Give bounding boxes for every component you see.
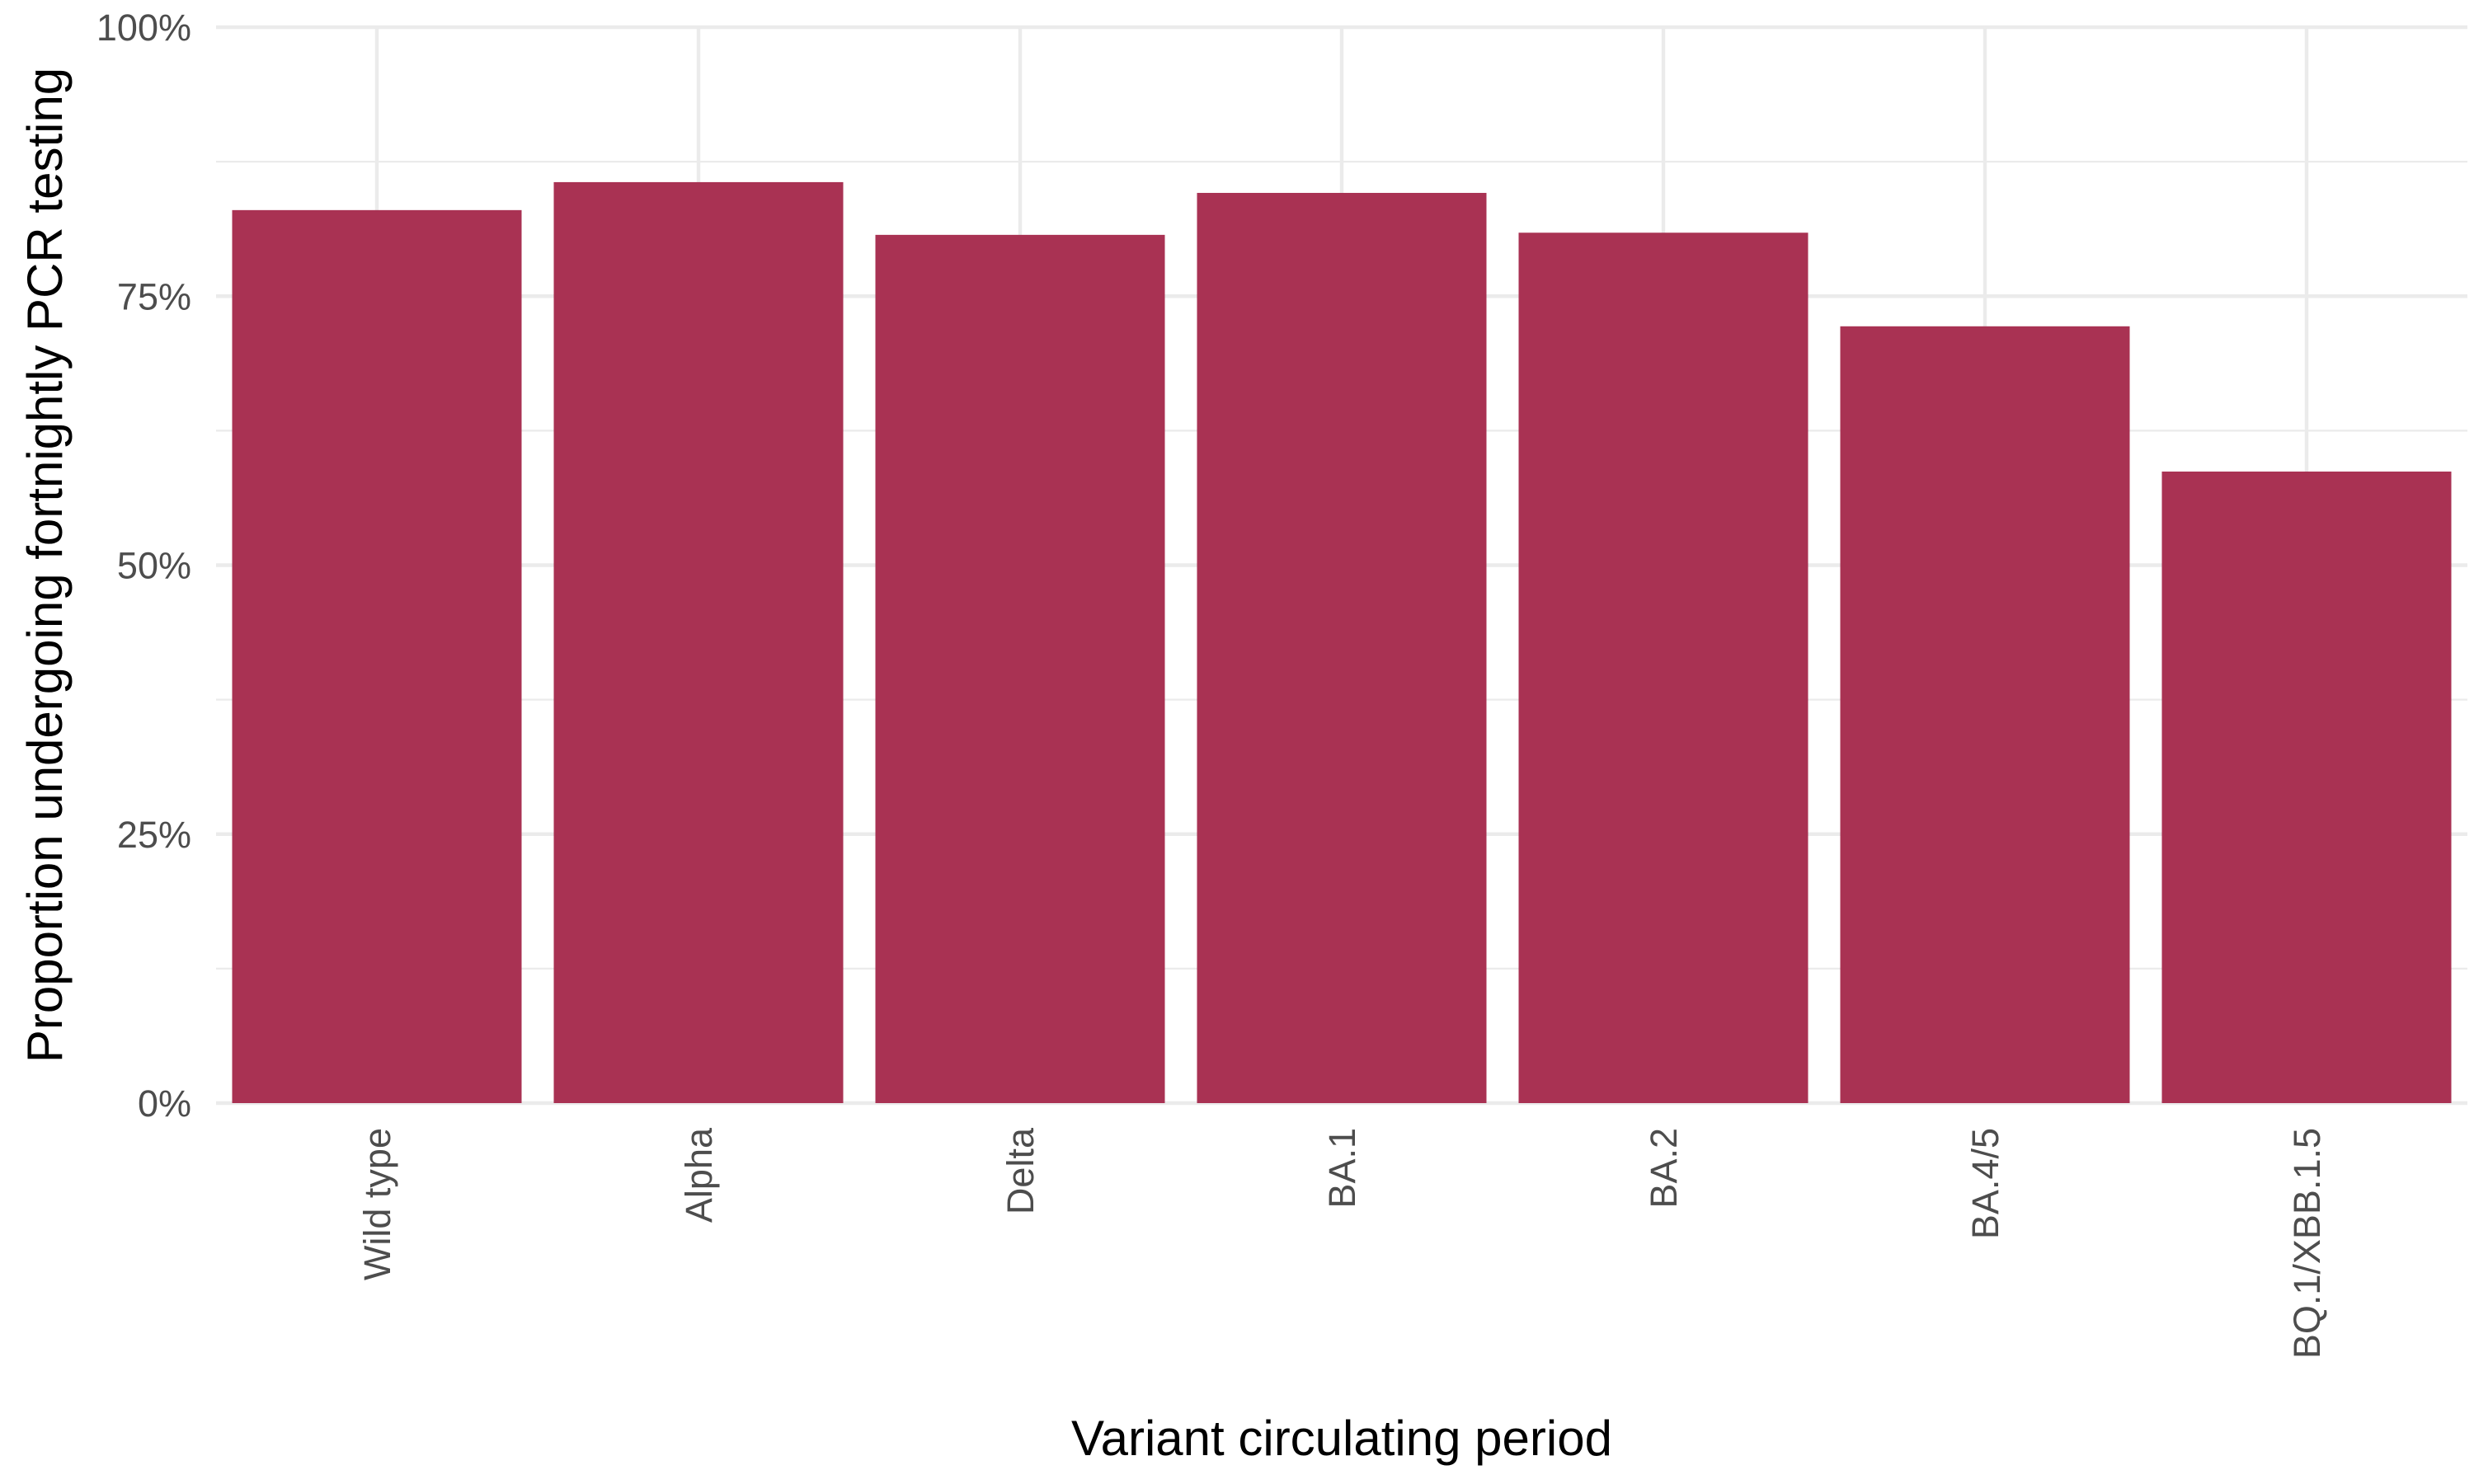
y-tick-label: 25% (117, 814, 191, 856)
bar-wild-type (232, 209, 522, 1104)
x-tick-label: Alpha (678, 1127, 720, 1223)
bar-ba-2 (1518, 232, 1808, 1103)
x-tick-label: Wild type (356, 1128, 398, 1280)
y-tick-label: 50% (117, 545, 191, 587)
x-axis-title: Variant circulating period (1071, 1411, 1612, 1466)
bar-alpha (553, 181, 844, 1103)
y-tick-label: 75% (117, 275, 191, 317)
x-tick-label: BA.1 (1321, 1128, 1363, 1209)
x-tick-labels: Wild type Alpha Delta BA.1 BA.2 BA.4/5 BQ.1/XB… (356, 1127, 2328, 1359)
x-tick-label: BA.2 (1643, 1128, 1685, 1209)
bar-delta (875, 234, 1165, 1103)
y-axis-title: Proportion undergoing fortnightly PCR te… (17, 68, 73, 1063)
bar-ba-1 (1197, 192, 1487, 1104)
y-tick-label: 100% (96, 7, 191, 49)
bars (232, 181, 2452, 1104)
x-tick-label: Delta (999, 1127, 1042, 1214)
y-tick-labels: 0% 25% 50% 75% 100% (96, 7, 191, 1125)
x-tick-label: BQ.1/XBB.1.5 (2286, 1128, 2328, 1359)
x-tick-label: BA.4/5 (1964, 1128, 2006, 1239)
bar-ba-4-5 (1840, 326, 2130, 1103)
y-tick-label: 0% (138, 1082, 191, 1125)
bar-bq-1-xbb-1-5 (2161, 471, 2452, 1103)
